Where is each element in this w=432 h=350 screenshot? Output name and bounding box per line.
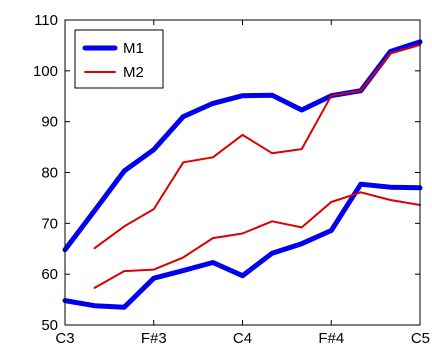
y-tick-label: 80: [41, 165, 58, 182]
legend-box: [74, 29, 164, 89]
x-tick-label: C3: [55, 330, 74, 347]
y-tick-label: 110: [34, 12, 58, 29]
x-tick-label: C5: [411, 330, 430, 347]
series-layer: [62, 39, 423, 310]
y-tick-label: 60: [41, 266, 58, 283]
series-line-m2-upper: [93, 43, 421, 250]
legend-label-m1: M1: [123, 40, 144, 57]
y-tick-label: 70: [41, 215, 58, 232]
y-tick-label: 50: [41, 317, 58, 334]
legend-label-m2: M2: [123, 64, 144, 81]
series-line-m1-lower: [62, 181, 423, 310]
x-tick-label: F#3: [141, 330, 167, 347]
y-tick-label: 90: [41, 114, 58, 131]
x-tick-label: C4: [233, 330, 252, 347]
x-tick-label: F#4: [318, 330, 344, 347]
y-tick-label: 100: [33, 63, 58, 80]
axes-layer: 50 60 70 80 90 100 110 C3 F#3 C4 F#4 C5: [33, 12, 430, 347]
series-line-m2-lower: [93, 191, 421, 289]
